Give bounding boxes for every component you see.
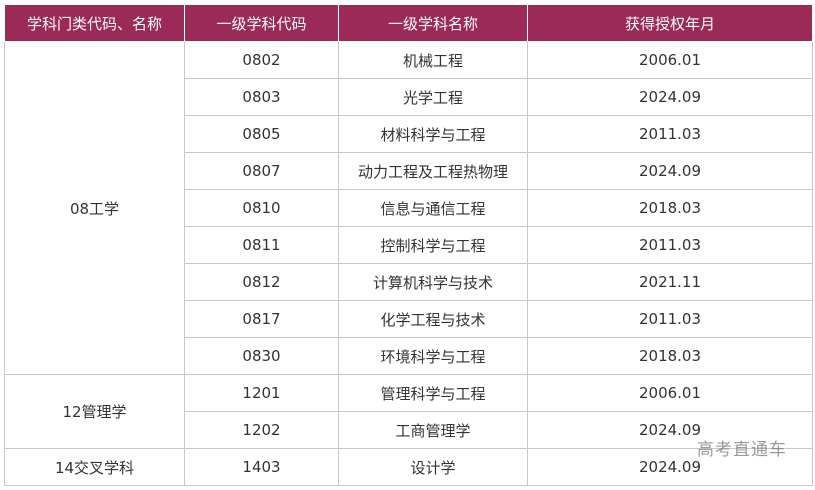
discipline-authorization-table: 学科门类代码、名称 一级学科代码 一级学科名称 获得授权年月 08工学 0802… [4,4,813,486]
name-cell: 计算机科学与技术 [338,263,528,301]
category-cell: 08工学 [4,41,185,375]
date-cell: 2011.03 [527,300,813,338]
table-row: 0812 计算机科学与技术 2021.11 [5,263,813,301]
code-cell: 0803 [184,78,339,116]
name-cell: 化学工程与技术 [338,300,528,338]
table-header: 学科门类代码、名称 一级学科代码 一级学科名称 获得授权年月 [4,4,813,42]
table-row: 14交叉学科 1403 设计学 2024.09 [4,448,813,486]
date-cell: 2018.03 [527,337,813,375]
code-cell: 0802 [184,41,339,79]
table-row: 0817 化学工程与技术 2011.03 [5,300,813,338]
table-row: 08工学 0802 机械工程 2006.01 [4,41,813,375]
table-row: 0803 光学工程 2024.09 [5,78,813,116]
code-cell: 0817 [184,300,339,338]
category-cell: 12管理学 [4,374,185,449]
watermark-text: 高考直通车 [697,440,787,460]
header-code: 一级学科代码 [184,4,339,42]
table-row: 0811 控制科学与工程 2011.03 [5,226,813,264]
name-cell: 信息与通信工程 [338,189,528,227]
name-cell: 工商管理学 [338,411,528,449]
date-cell: 2024.09 [527,411,813,449]
code-cell: 0807 [184,152,339,190]
name-cell: 光学工程 [338,78,528,116]
table-row: 12管理学 1201 管理科学与工程 2006.01 [4,374,813,449]
name-cell: 控制科学与工程 [338,226,528,264]
code-cell: 1403 [184,448,339,486]
date-cell: 2024.09 [527,152,813,190]
table-row: 0807 动力工程及工程热物理 2024.09 [5,152,813,190]
name-cell: 设计学 [338,448,528,486]
date-cell: 2024.09 [527,448,813,486]
code-cell: 0830 [184,337,339,375]
date-cell: 2006.01 [527,41,813,79]
header-date: 获得授权年月 [527,4,813,42]
header-name: 一级学科名称 [338,4,528,42]
date-cell: 2011.03 [527,226,813,264]
date-cell: 2018.03 [527,189,813,227]
code-cell: 0811 [184,226,339,264]
header-row: 学科门类代码、名称 一级学科代码 一级学科名称 获得授权年月 [4,4,813,42]
table-body: 08工学 0802 机械工程 2006.01 0803 光学工程 2024.09… [4,41,813,486]
header-category: 学科门类代码、名称 [4,4,185,42]
code-cell: 0812 [184,263,339,301]
date-cell: 2011.03 [527,115,813,153]
date-cell: 2021.11 [527,263,813,301]
table-row: 0805 材料科学与工程 2011.03 [5,115,813,153]
date-cell: 2006.01 [527,374,813,412]
date-cell: 2024.09 [527,78,813,116]
name-cell: 管理科学与工程 [338,374,528,412]
code-cell: 0810 [184,189,339,227]
table-row: 0810 信息与通信工程 2018.03 [5,189,813,227]
name-cell: 动力工程及工程热物理 [338,152,528,190]
name-cell: 环境科学与工程 [338,337,528,375]
code-cell: 1201 [184,374,339,412]
table-row: 0830 环境科学与工程 2018.03 [5,337,813,375]
code-cell: 1202 [184,411,339,449]
name-cell: 材料科学与工程 [338,115,528,153]
category-cell: 14交叉学科 [4,448,185,486]
name-cell: 机械工程 [338,41,528,79]
table-row: 1202 工商管理学 2024.09 [5,411,813,449]
code-cell: 0805 [184,115,339,153]
